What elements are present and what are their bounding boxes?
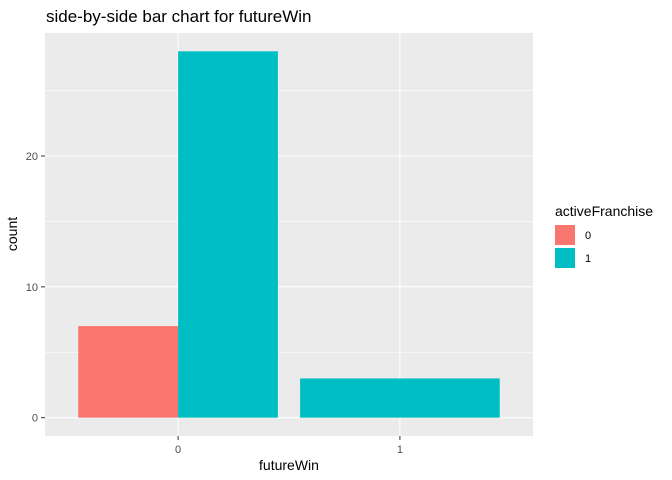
legend-label: 1 — [585, 253, 591, 265]
y-axis-label: count — [4, 217, 20, 251]
y-tick-label: 20 — [26, 151, 38, 163]
x-tick-label: 0 — [175, 444, 181, 456]
x-tick-label: 1 — [397, 444, 403, 456]
legend-swatch — [555, 225, 575, 245]
legend-label: 0 — [585, 230, 591, 242]
bar — [78, 326, 179, 418]
bars — [78, 51, 500, 418]
y-axis: 0 10 20 — [26, 151, 45, 425]
chart-title: side-by-side bar chart for futureWin — [46, 7, 312, 26]
legend-title: activeFranchise — [555, 203, 653, 219]
x-axis-label: futureWin — [259, 457, 319, 473]
legend: activeFranchise 0 1 — [555, 203, 653, 268]
legend-swatch — [555, 248, 575, 268]
y-tick-label: 10 — [26, 282, 38, 294]
bar — [178, 51, 278, 418]
bar — [300, 378, 500, 418]
y-tick-label: 0 — [32, 413, 38, 425]
